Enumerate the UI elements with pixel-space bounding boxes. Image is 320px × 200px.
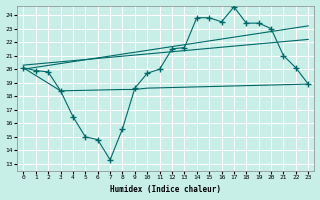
- X-axis label: Humidex (Indice chaleur): Humidex (Indice chaleur): [110, 185, 221, 194]
